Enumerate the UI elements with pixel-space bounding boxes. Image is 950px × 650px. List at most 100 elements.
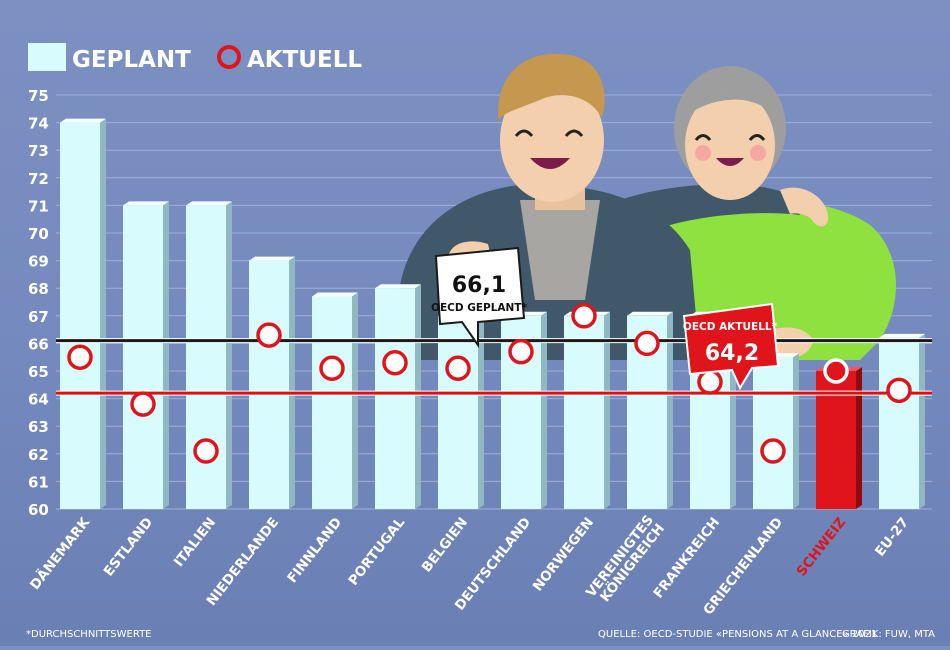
- woman-right-cheek-illustration: [750, 145, 766, 161]
- marker-7: [445, 355, 471, 381]
- y-tick-68: 68: [28, 280, 49, 298]
- bar-2: [123, 201, 169, 509]
- category-label-line: FINNLAND: [284, 515, 345, 587]
- y-tick-75: 75: [28, 87, 49, 105]
- bar-side-4: [289, 256, 295, 509]
- category-label-line: PORTUGAL: [345, 514, 408, 588]
- bar-5: [312, 292, 358, 509]
- category-label-6: PORTUGAL: [345, 514, 408, 588]
- reference-lines: [56, 338, 932, 396]
- footer-credit: GRAFIK: FUW, MTA: [842, 629, 935, 640]
- bar-14: [879, 333, 925, 509]
- marker-9: [571, 303, 597, 329]
- y-tick-62: 62: [28, 446, 49, 464]
- woman-right-eye-illustration: [748, 134, 766, 141]
- y-tick-72: 72: [28, 170, 49, 188]
- bar-front-2: [123, 205, 163, 509]
- bars: [60, 118, 925, 509]
- bar-9: [564, 311, 610, 509]
- oecd-current-tag-value: 64,2: [705, 341, 759, 366]
- bar-12: [753, 353, 799, 509]
- oecd-planned-tag-value: 66,1: [452, 273, 506, 298]
- y-tick-73: 73: [28, 142, 49, 160]
- y-tick-69: 69: [28, 253, 49, 271]
- bar-front-1: [60, 122, 100, 509]
- y-tick-61: 61: [28, 473, 49, 491]
- bar-4: [249, 256, 295, 509]
- bar-top-14: [879, 333, 925, 338]
- legend-planned-swatch: [28, 43, 66, 71]
- marker-11: [697, 369, 723, 395]
- category-label-1: DÄNEMARK: [26, 514, 93, 593]
- y-tick-71: 71: [28, 197, 49, 215]
- y-tick-70: 70: [28, 225, 49, 243]
- legend-current-marker: [217, 45, 241, 69]
- bar-13: [816, 367, 862, 509]
- bar-top-3: [186, 201, 232, 206]
- category-label-2: ESTLAND: [101, 515, 157, 580]
- bar-6: [375, 284, 421, 509]
- bar-front-12: [753, 357, 793, 509]
- marker-3: [193, 438, 219, 464]
- y-tick-74: 74: [28, 115, 49, 133]
- bar-side-13: [856, 367, 862, 509]
- oecd-current-tag-caption: OECD AKTUELL*: [683, 321, 778, 333]
- bar-side-7: [478, 311, 484, 509]
- category-label-line: ESTLAND: [101, 515, 157, 580]
- bar-front-7: [438, 315, 478, 509]
- bar-side-6: [415, 284, 421, 509]
- y-tick-64: 64: [28, 391, 49, 409]
- marker-5: [319, 355, 345, 381]
- bar-top-6: [375, 284, 421, 289]
- oecd-current-tag-shape: [682, 302, 780, 391]
- category-label-7: BELGIEN: [419, 515, 471, 576]
- category-label-line: EU-27: [872, 515, 912, 560]
- man-smile-illustration: [530, 158, 570, 169]
- bar-top-2: [123, 201, 169, 206]
- y-tick-60: 60: [28, 501, 49, 519]
- bar-front-14: [879, 337, 919, 509]
- oecd-current-tag: OECD AKTUELL* 64,2: [682, 302, 780, 391]
- category-label-14: EU-27: [872, 515, 912, 560]
- bar-side-3: [226, 201, 232, 509]
- bar-top-5: [312, 292, 358, 297]
- bar-side-1: [100, 118, 106, 509]
- category-label-line: NORWEGEN: [530, 515, 597, 595]
- marker-13: [823, 358, 849, 384]
- bar-front-6: [375, 288, 415, 509]
- bar-side-12: [793, 353, 799, 509]
- footer-source: QUELLE: OECD-STUDIE «PENSIONS AT A GLANC…: [598, 629, 877, 640]
- category-label-line: DÄNEMARK: [26, 514, 93, 593]
- legend-planned-label: GEPLANT: [72, 47, 191, 73]
- bar-side-9: [604, 311, 610, 509]
- y-tick-66: 66: [28, 335, 49, 353]
- category-label-9: NORWEGEN: [530, 515, 597, 595]
- oecd-planned-tag-caption: OECD GEPLANT*: [431, 302, 527, 314]
- y-tick-67: 67: [28, 308, 49, 326]
- category-label-13: SCHWEIZ: [794, 514, 850, 579]
- marker-4: [256, 322, 282, 348]
- bar-front-4: [249, 260, 289, 509]
- bar-side-10: [667, 311, 673, 509]
- marker-10: [634, 330, 660, 357]
- bar-side-14: [919, 333, 925, 509]
- woman-smile-illustration: [716, 158, 744, 166]
- man-hair-illustration: [497, 53, 605, 120]
- man-arm-illustration: [620, 184, 800, 232]
- bar-front-5: [312, 296, 352, 509]
- category-label-5: FINNLAND: [284, 515, 345, 587]
- y-axis: 60 61 62 63 64 65 66 67 68 69 70 71 72 73 74 75: [28, 87, 49, 519]
- marker-2: [130, 391, 156, 417]
- category-label-line: SCHWEIZ: [794, 514, 850, 579]
- woman-face-illustration: [685, 90, 775, 200]
- category-label-line: ITALIEN: [171, 515, 219, 570]
- markers: [67, 303, 912, 464]
- y-tick-63: 63: [28, 418, 49, 436]
- oecd-planned-tag-shape: [434, 246, 526, 349]
- y-tick-65: 65: [28, 363, 49, 381]
- footer-note: *DURCHSCHNITTSWERTE: [26, 629, 152, 640]
- man-face-illustration: [500, 78, 604, 202]
- bar-side-8: [541, 311, 547, 509]
